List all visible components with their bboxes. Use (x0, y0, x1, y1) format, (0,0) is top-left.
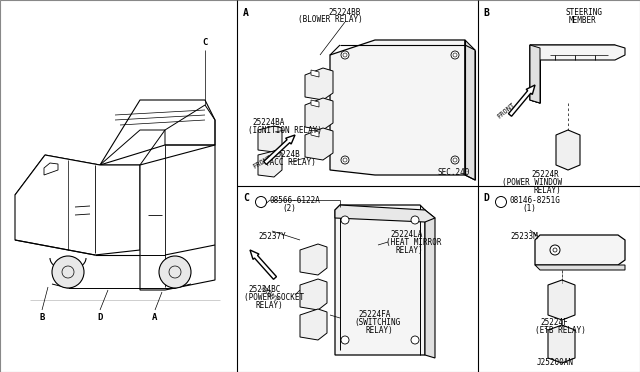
Text: SEC.240: SEC.240 (438, 168, 470, 177)
Text: D: D (97, 313, 102, 322)
Polygon shape (335, 205, 425, 355)
Polygon shape (535, 265, 625, 270)
Text: (POWER SOCKET: (POWER SOCKET (244, 293, 304, 302)
Circle shape (52, 256, 84, 288)
Text: 25224F: 25224F (540, 318, 568, 327)
Text: 08146-8251G: 08146-8251G (510, 196, 561, 205)
Polygon shape (335, 205, 435, 222)
Polygon shape (258, 126, 282, 152)
Circle shape (159, 256, 191, 288)
Text: B: B (39, 313, 45, 322)
Circle shape (255, 196, 266, 208)
Text: 25224B: 25224B (272, 150, 300, 159)
Circle shape (341, 156, 349, 164)
Text: 25233M: 25233M (510, 232, 538, 241)
Text: FRONT: FRONT (252, 154, 273, 170)
Circle shape (495, 196, 506, 208)
Polygon shape (530, 45, 625, 103)
Text: A: A (243, 8, 249, 18)
Polygon shape (465, 40, 475, 180)
Polygon shape (556, 130, 580, 170)
Text: (IGNITION RELAY): (IGNITION RELAY) (248, 126, 322, 135)
Text: FRONT: FRONT (259, 285, 279, 303)
Polygon shape (330, 40, 465, 175)
Text: RELAY): RELAY) (533, 186, 561, 195)
Text: (HEAT MIRROR: (HEAT MIRROR (386, 238, 442, 247)
Circle shape (550, 245, 560, 255)
Polygon shape (311, 70, 319, 77)
Text: RELAY): RELAY) (396, 246, 424, 255)
Text: J25200AN: J25200AN (536, 358, 573, 367)
Text: 25224BC: 25224BC (248, 285, 280, 294)
Circle shape (451, 156, 459, 164)
Text: RELAY): RELAY) (255, 301, 283, 310)
Circle shape (451, 51, 459, 59)
Text: FRONT: FRONT (496, 102, 516, 120)
Text: 25224FA: 25224FA (358, 310, 390, 319)
Text: C: C (202, 38, 208, 47)
Polygon shape (508, 85, 535, 116)
Text: (2): (2) (282, 204, 296, 213)
Text: B: B (483, 8, 489, 18)
Text: 25224LA: 25224LA (390, 230, 422, 239)
Polygon shape (530, 45, 615, 103)
Text: 25224R: 25224R (531, 170, 559, 179)
Text: STEERING: STEERING (565, 8, 602, 17)
Text: (ACC RELAY): (ACC RELAY) (265, 158, 316, 167)
Text: MEMBER: MEMBER (569, 16, 596, 25)
Polygon shape (535, 235, 625, 265)
Text: B: B (499, 199, 503, 205)
Polygon shape (311, 130, 319, 137)
Polygon shape (258, 151, 282, 177)
Circle shape (341, 216, 349, 224)
Polygon shape (140, 145, 215, 290)
Circle shape (341, 51, 349, 59)
Text: (1): (1) (522, 204, 536, 213)
Circle shape (411, 336, 419, 344)
Polygon shape (300, 279, 327, 310)
Polygon shape (300, 244, 327, 275)
Polygon shape (300, 309, 327, 340)
Text: (BLOWER RELAY): (BLOWER RELAY) (298, 15, 362, 24)
Text: 25224BA: 25224BA (252, 118, 284, 127)
Text: D: D (483, 193, 489, 203)
Polygon shape (250, 250, 276, 279)
Polygon shape (548, 325, 575, 363)
Text: A: A (152, 313, 157, 322)
Polygon shape (305, 128, 333, 160)
Polygon shape (311, 100, 319, 107)
Polygon shape (530, 45, 540, 103)
Polygon shape (100, 100, 215, 165)
Text: (SWITCHING: (SWITCHING (354, 318, 400, 327)
Polygon shape (15, 155, 140, 255)
Text: C: C (243, 193, 249, 203)
Text: 08566-6122A: 08566-6122A (270, 196, 321, 205)
Polygon shape (264, 135, 295, 164)
Text: 25237Y: 25237Y (258, 232, 285, 241)
Circle shape (411, 216, 419, 224)
Text: (ETB RELAY): (ETB RELAY) (535, 326, 586, 335)
Text: (POWER WINDOW: (POWER WINDOW (502, 178, 562, 187)
Text: S: S (259, 199, 263, 205)
Polygon shape (305, 68, 333, 100)
Polygon shape (305, 98, 333, 130)
Polygon shape (425, 210, 435, 358)
Circle shape (341, 336, 349, 344)
Polygon shape (548, 280, 575, 320)
Text: RELAY): RELAY) (365, 326, 393, 335)
Text: 25224BB: 25224BB (329, 8, 361, 17)
